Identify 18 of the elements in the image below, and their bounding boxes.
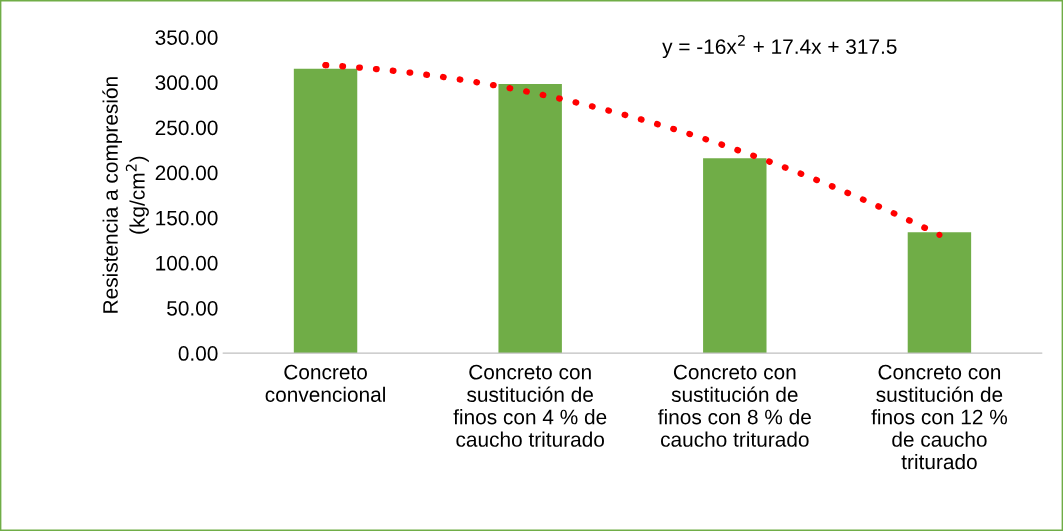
y-tick-label: 350.00 xyxy=(155,30,218,45)
annotation: y = -16x$^{2}$ + 17.4x + 317.5 xyxy=(662,34,897,59)
bar xyxy=(498,84,562,354)
y-tick-label: 150.00 xyxy=(156,210,218,226)
x-tick-label: Concreto con sustitución de finos con 12 % de caucho triturado xyxy=(871,364,1008,470)
x-tick-label: Concreto convencional xyxy=(265,364,385,402)
y-tick-label: 100.00 xyxy=(156,255,218,271)
bar xyxy=(703,158,767,354)
x-tick-label: Concreto con sustitución de finos con 4 % de caucho triturado xyxy=(453,364,607,447)
y-tick-label: 250.00 xyxy=(155,120,218,136)
bar xyxy=(907,232,972,354)
y-tick-label: 0.00 xyxy=(178,346,218,361)
y-tick-label: 50.00 xyxy=(167,300,218,316)
x-tick-label: Concreto con sustitución de finos con 8 % de caucho triturado xyxy=(658,364,811,447)
bar xyxy=(293,68,358,354)
y-tick-label: 300.00 xyxy=(155,75,218,91)
y-axis-title: Resistencia a compresión (kg/cm$^{2}$) xyxy=(102,77,149,313)
y-tick-label: 200.00 xyxy=(155,165,218,181)
